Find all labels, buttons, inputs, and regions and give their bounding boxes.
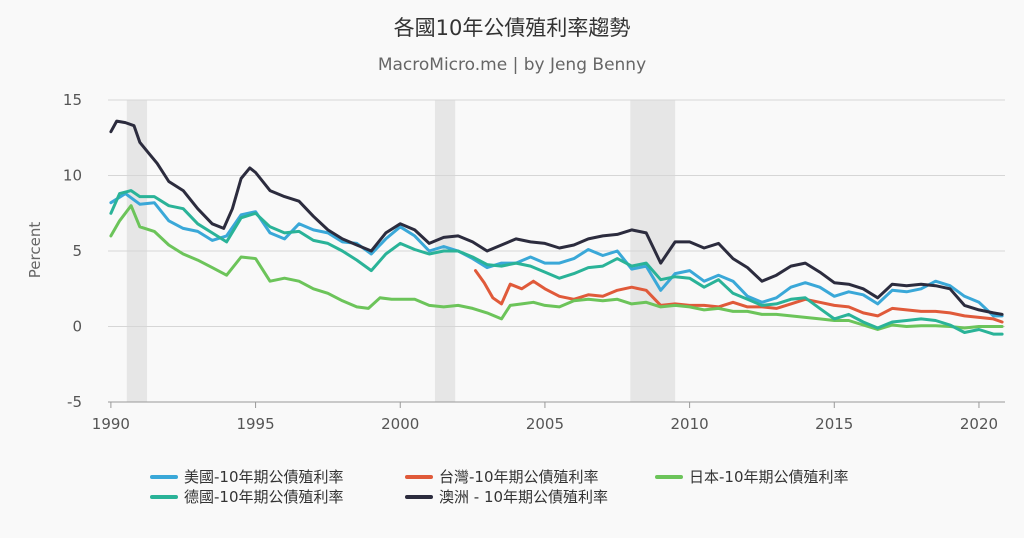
series-line-japan [109,204,1004,331]
series-line-germany [109,189,1004,336]
y-tick-label: -5 [67,393,82,411]
chart-subtitle: MacroMicro.me | by Jeng Benny [377,55,647,75]
legend-item-taiwan[interactable]: 台灣-10年期公債殖利率 [405,466,599,487]
chart-title: 各國10年公債殖利率趨勢 [393,16,631,40]
x-tick-label: 2010 [671,415,709,433]
legend-label-taiwan: 台灣-10年期公債殖利率 [439,468,599,486]
legend-item-us[interactable]: 美國-10年期公債殖利率 [150,466,344,487]
series-line-taiwan [474,269,1004,324]
legend-swatch-australia [405,494,433,499]
series-line-australia [109,119,1004,316]
x-tick-label: 2020 [960,415,998,433]
legend-item-australia[interactable]: 澳洲 - 10年期公債殖利率 [405,486,608,507]
x-tick-label: 1995 [236,415,274,433]
legend-swatch-japan [655,474,683,479]
legend-label-australia: 澳洲 - 10年期公債殖利率 [439,488,609,506]
legend-item-germany[interactable]: 德國-10年期公債殖利率 [150,486,344,507]
series-line-us [109,192,1004,318]
x-tick-label: 1990 [92,415,130,433]
y-tick-label: 0 [72,318,82,336]
x-tick-label: 2015 [815,415,853,433]
y-tick-label: 15 [63,91,82,109]
legend-swatch-taiwan [405,474,433,479]
x-tick-label: 2000 [381,415,419,433]
legend-label-japan: 日本-10年期公債殖利率 [689,468,849,486]
legend-label-us: 美國-10年期公債殖利率 [184,468,344,486]
y-tick-label: 10 [63,167,82,185]
y-axis-label: Percent [26,222,44,279]
x-tick-label: 2005 [526,415,564,433]
y-tick-label: 5 [72,242,82,260]
legend-item-japan[interactable]: 日本-10年期公債殖利率 [655,466,849,487]
legend-label-germany: 德國-10年期公債殖利率 [184,488,344,506]
legend-swatch-germany [150,494,178,499]
legend-swatch-us [150,474,178,479]
